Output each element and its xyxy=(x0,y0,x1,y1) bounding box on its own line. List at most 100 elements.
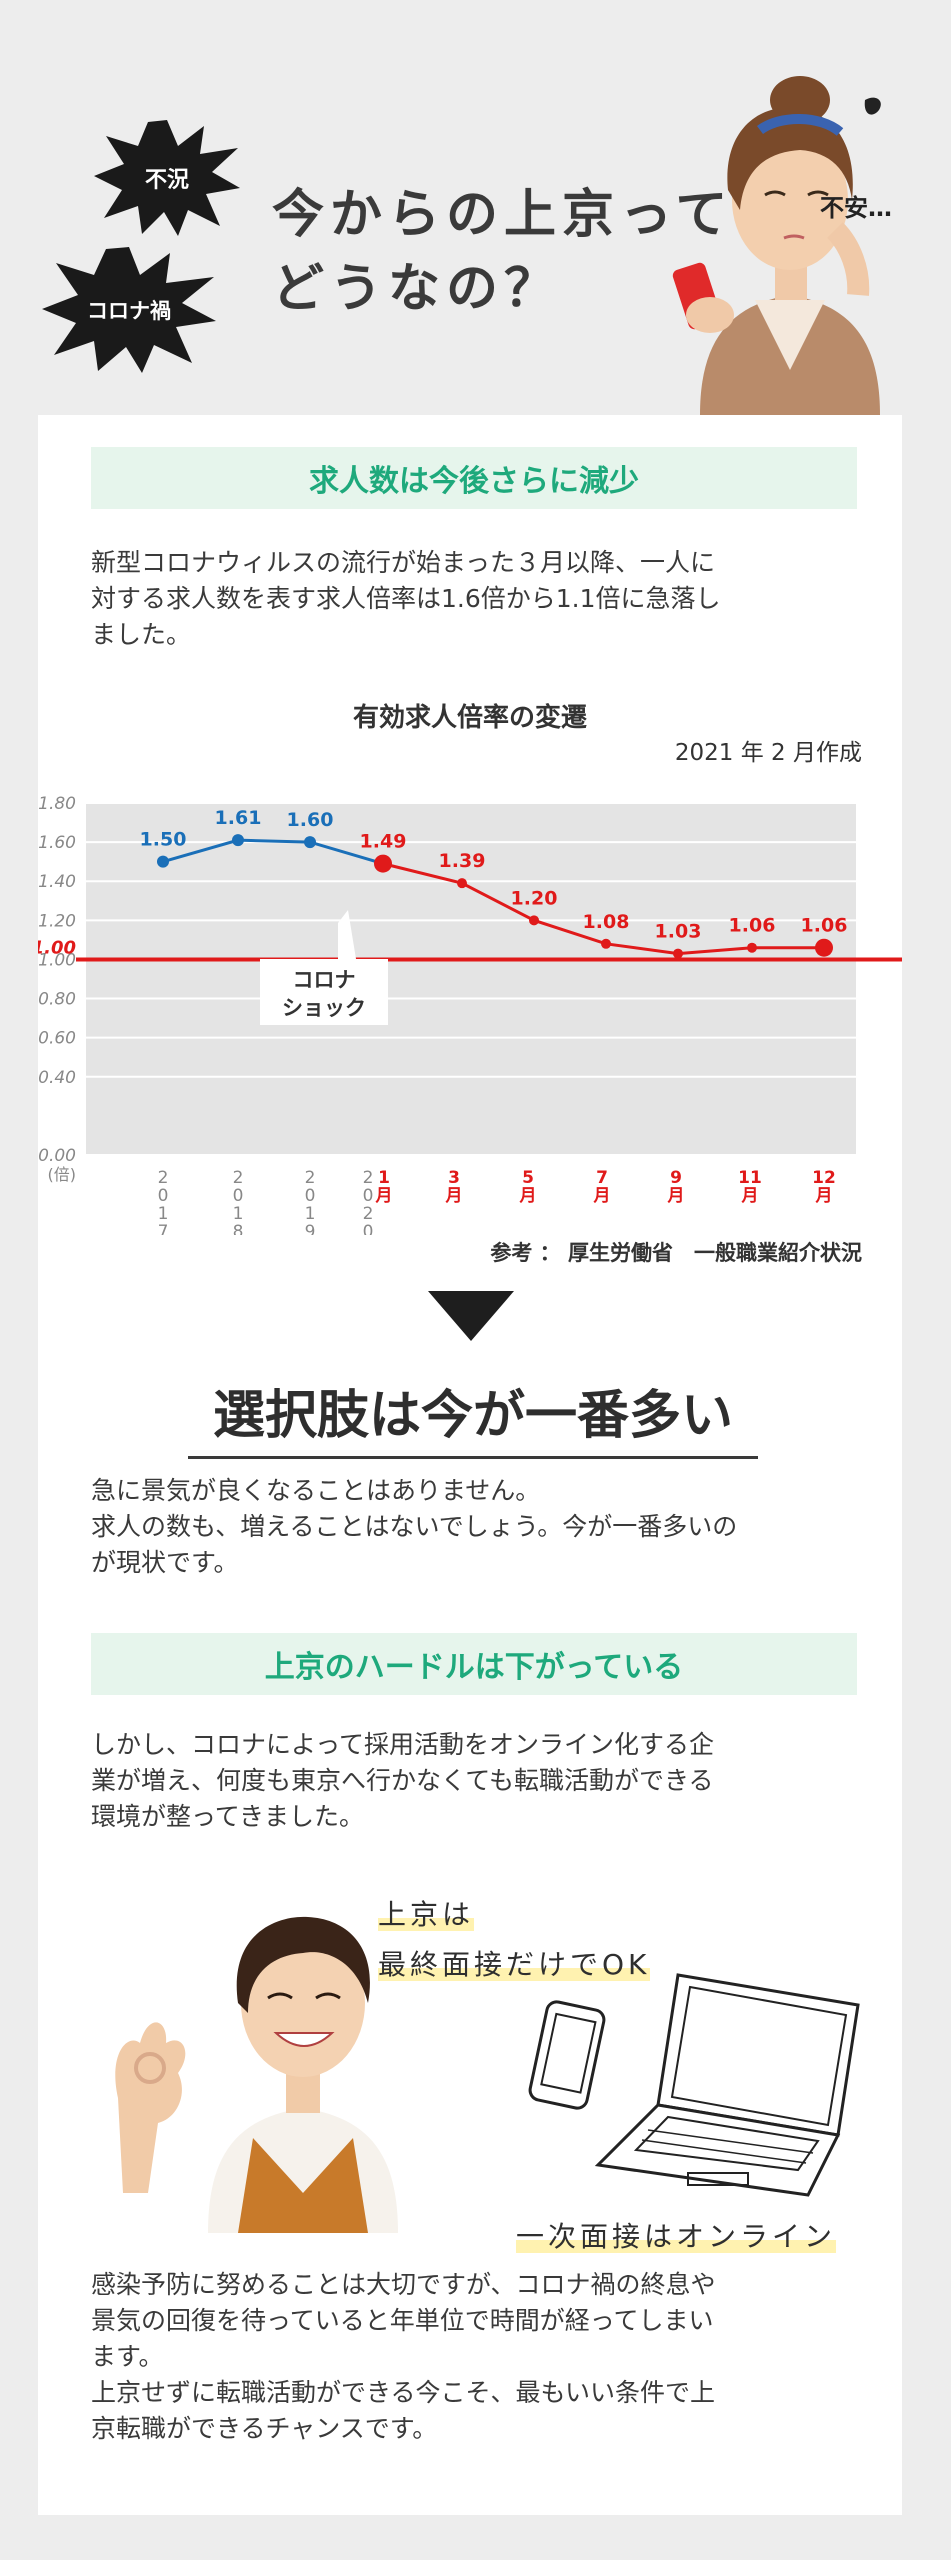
chart-x-tick-label: 2 xyxy=(363,1204,374,1224)
down-arrow-icon xyxy=(428,1291,514,1341)
chart-x-tick-label: 0 xyxy=(233,1186,244,1206)
paragraph-hurdle: しかし、コロナによって採用活動をオンライン化する企 業が増え、何度も東京へ行かな… xyxy=(91,1727,857,1835)
chart-annotation-box xyxy=(260,910,388,1025)
paragraph-line: ました。 xyxy=(91,620,192,649)
chart-y-tick-label: 0.60 xyxy=(38,1029,76,1049)
chart-x-tick-label: 8 xyxy=(233,1222,244,1235)
chart-x-tick-label: 月 xyxy=(445,1186,463,1206)
paragraph-line: が現状です。 xyxy=(91,1548,239,1577)
chart-title: 有効求人倍率の変遷 xyxy=(352,703,587,733)
chart-reference-label: 1.00 xyxy=(38,937,76,958)
chart-point xyxy=(304,836,316,849)
chart-point xyxy=(747,942,757,953)
headline-line: どうなの？ xyxy=(272,259,563,319)
chart-x-tick-label: 1 xyxy=(233,1204,244,1224)
paragraph-chance: 感染予防に努めることは大切ですが、コロナ禍の終息や 景気の回復を待っていると年単… xyxy=(91,2267,857,2447)
paragraph-job-decrease: 新型コロナウィルスの流行が始まった３月以降、一人に 対する求人数を表す求人倍率は… xyxy=(91,545,857,653)
paragraph-line: 業が増え、何度も東京へ行かなくても転職活動ができる xyxy=(91,1766,714,1795)
main-heading: 選択肢は今が一番多い xyxy=(188,1373,758,1459)
chart-data-label: 1.03 xyxy=(655,921,702,943)
burst-badge-recession: 不況 xyxy=(92,118,242,238)
paragraph-line: 対する求人数を表す求人倍率は1.6倍から1.1倍に急落し xyxy=(91,584,721,613)
smiling-woman-illustration xyxy=(115,1916,398,2233)
chart-series-line-blue xyxy=(162,838,384,866)
content-card: 求人数は今後さらに減少 新型コロナウィルスの流行が始まった３月以降、一人に 対す… xyxy=(38,415,902,2515)
chart-point xyxy=(374,854,392,873)
chart-x-tick-label: 月 xyxy=(667,1186,685,1206)
chart-data-label: 1.60 xyxy=(287,809,334,831)
chart-y-tick-label: 0.40 xyxy=(38,1068,76,1088)
section-title-hurdle: 上京のハードルは下がっている xyxy=(91,1633,857,1695)
chart-y-tick-label: 1.40 xyxy=(38,872,76,892)
chart-y-tick-label: 1.80 xyxy=(38,794,76,814)
paragraph-line: 新型コロナウィルスの流行が始まった３月以降、一人に xyxy=(91,548,716,577)
chart-data-label: 1.08 xyxy=(583,911,630,933)
paragraph-line: 景気の回復を待っていると年単位で時間が経ってしまい xyxy=(91,2306,714,2335)
section-title-job-decrease: 求人数は今後さらに減少 xyxy=(91,447,857,509)
chart-x-tick-label: 0 xyxy=(363,1222,374,1235)
note-line: 上京は xyxy=(378,1898,475,1931)
chart-x-tick-label: 月 xyxy=(519,1186,537,1206)
paragraph-line: 感染予防に努めることは大切ですが、コロナ禍の終息や xyxy=(91,2270,716,2299)
handwritten-note-online: 一次面接はオンライン xyxy=(516,2215,837,2255)
chart-x-tick-label: 2 xyxy=(363,1168,374,1188)
chart-x-tick-label: 0 xyxy=(305,1186,316,1206)
chart-y-tick-label: 1.00 xyxy=(38,950,76,970)
chart-data-label: 1.06 xyxy=(729,915,776,937)
chart-point xyxy=(529,915,539,926)
chart-x-tick-label: 月 xyxy=(593,1186,611,1206)
chart-data-label: 1.50 xyxy=(140,829,187,851)
chart-x-tick-label: 5 xyxy=(522,1168,534,1188)
chart-x-tick-label: 7 xyxy=(596,1168,608,1188)
chart-x-tick-label: 9 xyxy=(305,1222,316,1235)
chart-y-tick-label: 0.80 xyxy=(38,990,76,1010)
paragraph-line: しかし、コロナによって採用活動をオンライン化する企 xyxy=(91,1730,715,1759)
handwritten-note-final-interview: 上京は 最終面接だけでOK xyxy=(378,1893,651,1983)
paragraph-line: 上京せずに転職活動ができる今こそ、最もいい条件で上 xyxy=(91,2378,716,2407)
anxious-caption: 不安… xyxy=(820,194,892,222)
page-headline: 今からの上京って どうなの？ xyxy=(272,178,733,326)
chart-point xyxy=(457,878,467,889)
chart-x-tick-label: 2 xyxy=(305,1168,316,1188)
chart-data-label: 1.20 xyxy=(511,887,558,909)
paragraph-line: 環境が整ってきました。 xyxy=(91,1802,365,1831)
worried-woman-illustration xyxy=(672,76,881,415)
chart-x-tick-label: 12 xyxy=(812,1168,836,1188)
paragraph-line: 京転職ができるチャンスです。 xyxy=(91,2414,438,2443)
chart-x-tick-label: 3 xyxy=(448,1168,460,1188)
chart-point xyxy=(815,938,833,957)
chart-y-tick-label: 1.60 xyxy=(38,833,76,853)
chart-point xyxy=(232,834,244,847)
chart-y-unit: (倍) xyxy=(48,1165,77,1184)
chart-data-label: 1.39 xyxy=(439,850,486,872)
chart-note: 2021 年 2 月作成 xyxy=(674,740,862,766)
burst-shape-icon xyxy=(94,120,240,236)
paragraph-line: 求人の数も、増えることはないでしょう。今が一番多いの xyxy=(91,1512,738,1541)
chart-x-tick-label: 0 xyxy=(158,1186,169,1206)
chart-x-tick-label: 2 xyxy=(158,1168,169,1188)
chart-y-tick-label: 1.20 xyxy=(38,911,76,931)
chart-x-tick-label: 1 xyxy=(305,1204,316,1224)
chart-plot-area xyxy=(86,803,856,1155)
chart-y-tick-label: 0.00 xyxy=(38,1146,76,1166)
chart-x-tick-label: 2 xyxy=(233,1168,244,1188)
burst-label-corona: コロナ禍 xyxy=(87,299,171,323)
chart-data-label: 1.06 xyxy=(801,915,848,937)
burst-shape-icon xyxy=(42,247,216,373)
chart-x-tick-label: 月 xyxy=(375,1186,393,1206)
chart-annotation-text: コロナ xyxy=(293,968,356,992)
paragraph-line: 急に景気が良くなることはありません。 xyxy=(91,1476,541,1505)
chart-point xyxy=(157,855,169,868)
laptop-phone-illustration xyxy=(528,1973,860,2197)
chart-x-tick-label: 0 xyxy=(363,1186,374,1206)
chart-x-tick-label: 7 xyxy=(158,1222,169,1235)
note-line: 一次面接はオンライン xyxy=(516,2220,837,2253)
burst-label-recession: 不況 xyxy=(144,168,189,193)
chart-x-tick-label: 1 xyxy=(378,1168,390,1188)
headline-line: 今からの上京って xyxy=(272,185,734,245)
chart-x-tick-label: 月 xyxy=(815,1186,833,1206)
header: 不況 コロナ禍 今からの上京って どうなの？ 不安… xyxy=(0,0,951,415)
chart-point xyxy=(673,948,683,959)
chart-annotation-text: ショック xyxy=(282,996,366,1020)
chart-data-label: 1.61 xyxy=(215,807,262,829)
